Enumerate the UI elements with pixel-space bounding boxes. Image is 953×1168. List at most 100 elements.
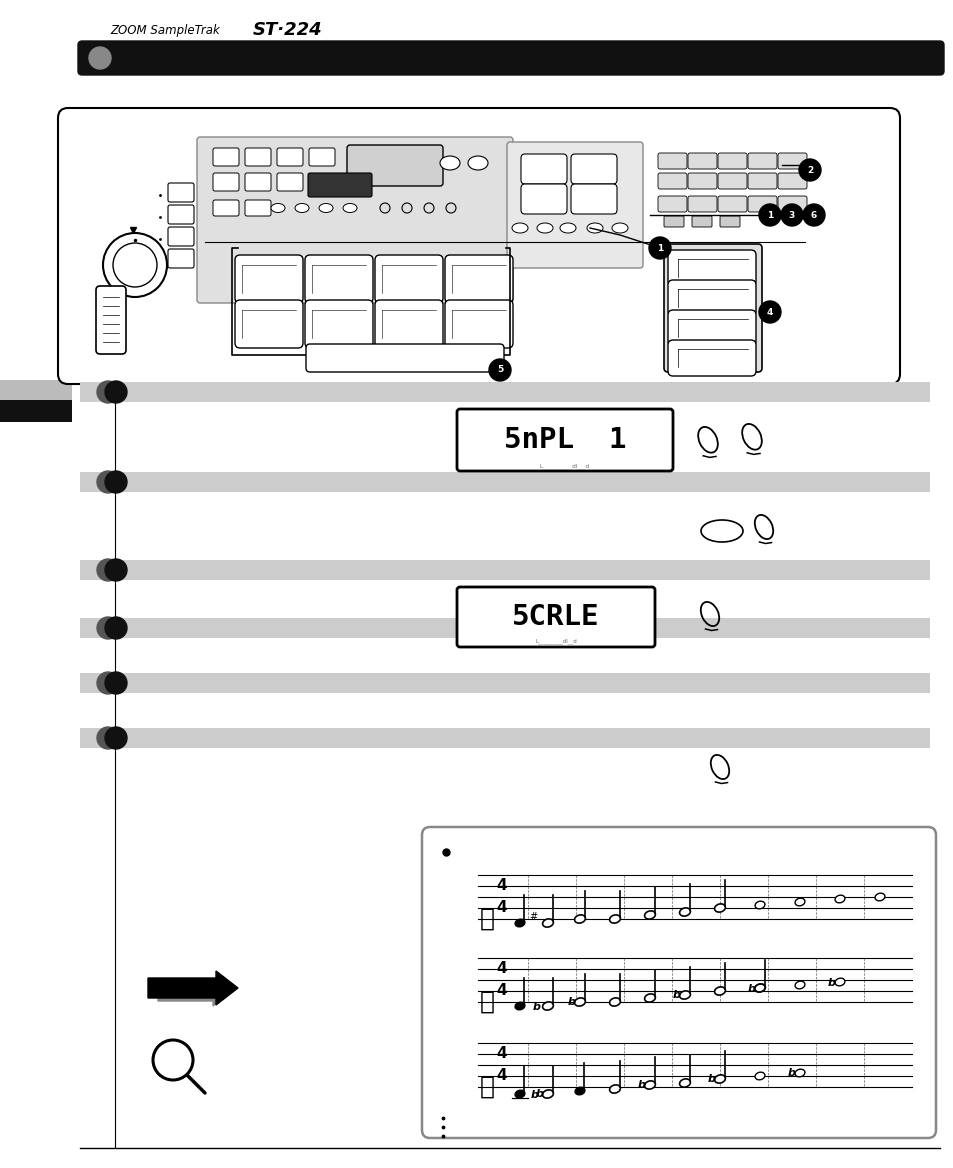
FancyBboxPatch shape bbox=[308, 173, 372, 197]
FancyBboxPatch shape bbox=[667, 280, 755, 317]
FancyBboxPatch shape bbox=[718, 173, 746, 189]
Ellipse shape bbox=[644, 911, 655, 919]
Circle shape bbox=[489, 359, 511, 381]
FancyBboxPatch shape bbox=[663, 244, 761, 371]
Ellipse shape bbox=[714, 1075, 724, 1083]
Ellipse shape bbox=[542, 919, 553, 927]
Text: 4: 4 bbox=[497, 901, 507, 916]
Text: b: b bbox=[747, 983, 755, 994]
FancyBboxPatch shape bbox=[658, 196, 686, 213]
Circle shape bbox=[97, 381, 119, 403]
FancyBboxPatch shape bbox=[168, 227, 193, 246]
FancyBboxPatch shape bbox=[305, 255, 373, 303]
Text: 6: 6 bbox=[810, 210, 817, 220]
FancyBboxPatch shape bbox=[276, 148, 303, 166]
Text: 2: 2 bbox=[806, 166, 812, 174]
FancyBboxPatch shape bbox=[667, 310, 755, 346]
Circle shape bbox=[89, 47, 111, 69]
FancyBboxPatch shape bbox=[196, 137, 513, 303]
Text: 5nPL  1: 5nPL 1 bbox=[503, 426, 625, 454]
Text: b: b bbox=[567, 997, 576, 1007]
Text: 𝄞: 𝄞 bbox=[479, 908, 494, 931]
FancyBboxPatch shape bbox=[305, 300, 373, 348]
Ellipse shape bbox=[559, 223, 576, 232]
Ellipse shape bbox=[679, 990, 690, 999]
FancyBboxPatch shape bbox=[58, 107, 899, 384]
FancyBboxPatch shape bbox=[168, 183, 193, 202]
FancyBboxPatch shape bbox=[520, 154, 566, 185]
Text: 4: 4 bbox=[497, 961, 507, 976]
Ellipse shape bbox=[714, 904, 724, 912]
FancyBboxPatch shape bbox=[375, 255, 442, 303]
Ellipse shape bbox=[754, 985, 764, 992]
FancyBboxPatch shape bbox=[687, 153, 717, 169]
Ellipse shape bbox=[575, 1087, 584, 1094]
FancyBboxPatch shape bbox=[667, 340, 755, 376]
Bar bbox=[80, 472, 929, 492]
FancyBboxPatch shape bbox=[778, 153, 806, 169]
FancyBboxPatch shape bbox=[456, 588, 655, 647]
Text: ZOOM SampleTrak: ZOOM SampleTrak bbox=[110, 23, 223, 36]
Ellipse shape bbox=[679, 1079, 690, 1087]
Circle shape bbox=[759, 204, 781, 225]
Circle shape bbox=[799, 159, 821, 181]
Text: 𝄞: 𝄞 bbox=[479, 990, 494, 1014]
Text: 1: 1 bbox=[657, 243, 662, 252]
FancyBboxPatch shape bbox=[718, 153, 746, 169]
Circle shape bbox=[105, 471, 127, 493]
Text: 1: 1 bbox=[766, 210, 772, 220]
Bar bbox=[0, 399, 71, 422]
Ellipse shape bbox=[586, 223, 602, 232]
Circle shape bbox=[105, 726, 127, 749]
FancyBboxPatch shape bbox=[718, 196, 746, 213]
Text: b: b bbox=[707, 1075, 716, 1084]
FancyBboxPatch shape bbox=[309, 148, 335, 166]
Circle shape bbox=[105, 672, 127, 694]
FancyBboxPatch shape bbox=[168, 249, 193, 267]
FancyBboxPatch shape bbox=[778, 196, 806, 213]
FancyBboxPatch shape bbox=[213, 148, 239, 166]
Circle shape bbox=[97, 617, 119, 639]
FancyBboxPatch shape bbox=[78, 41, 943, 75]
Text: b: b bbox=[533, 1002, 540, 1011]
Bar bbox=[80, 382, 929, 402]
FancyBboxPatch shape bbox=[571, 185, 617, 214]
FancyArrow shape bbox=[158, 982, 229, 1006]
Ellipse shape bbox=[644, 994, 655, 1002]
Ellipse shape bbox=[574, 915, 585, 923]
Ellipse shape bbox=[537, 223, 553, 232]
Text: L___________dl___d: L___________dl___d bbox=[539, 464, 589, 468]
Circle shape bbox=[781, 204, 802, 225]
Circle shape bbox=[648, 237, 670, 259]
Text: b: b bbox=[638, 1080, 645, 1090]
Text: b: b bbox=[787, 1068, 795, 1078]
Ellipse shape bbox=[700, 520, 742, 542]
Bar bbox=[80, 559, 929, 580]
Ellipse shape bbox=[542, 1002, 553, 1010]
FancyArrow shape bbox=[148, 971, 237, 1004]
FancyBboxPatch shape bbox=[747, 196, 776, 213]
Circle shape bbox=[97, 672, 119, 694]
Text: ST·224: ST·224 bbox=[253, 21, 322, 39]
Ellipse shape bbox=[515, 1002, 524, 1010]
FancyBboxPatch shape bbox=[234, 255, 303, 303]
Text: 4: 4 bbox=[497, 1069, 507, 1084]
Ellipse shape bbox=[468, 157, 488, 171]
FancyBboxPatch shape bbox=[720, 216, 740, 227]
FancyBboxPatch shape bbox=[245, 148, 271, 166]
FancyBboxPatch shape bbox=[234, 300, 303, 348]
Ellipse shape bbox=[834, 895, 844, 903]
Ellipse shape bbox=[874, 894, 884, 901]
FancyBboxPatch shape bbox=[245, 173, 271, 192]
FancyBboxPatch shape bbox=[663, 216, 683, 227]
Ellipse shape bbox=[343, 203, 356, 213]
Circle shape bbox=[105, 617, 127, 639]
Text: b: b bbox=[536, 1089, 543, 1099]
FancyBboxPatch shape bbox=[667, 250, 755, 286]
FancyBboxPatch shape bbox=[96, 286, 126, 354]
Ellipse shape bbox=[609, 915, 619, 923]
Ellipse shape bbox=[679, 908, 690, 916]
FancyBboxPatch shape bbox=[375, 300, 442, 348]
Ellipse shape bbox=[714, 987, 724, 995]
FancyBboxPatch shape bbox=[658, 173, 686, 189]
